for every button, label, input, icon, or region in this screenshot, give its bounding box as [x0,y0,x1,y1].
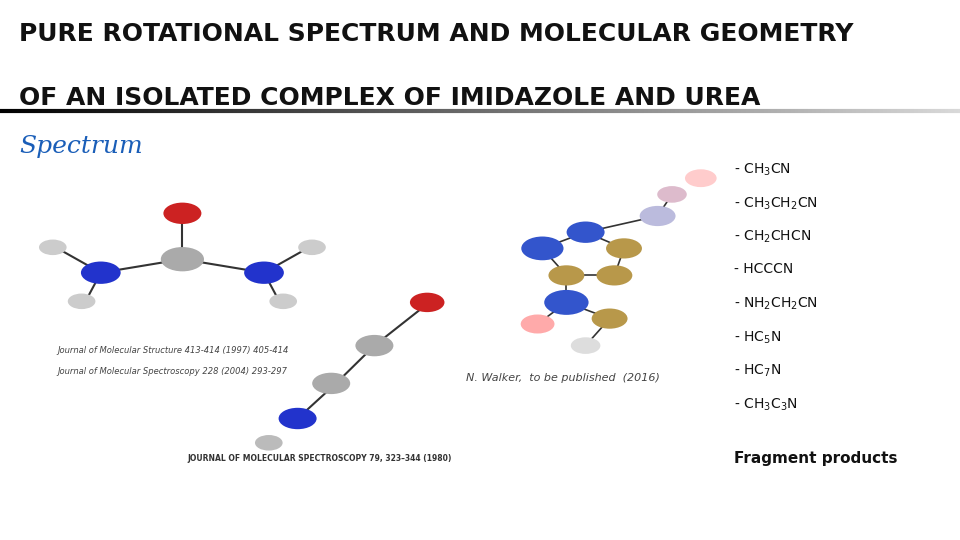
Text: JOURNAL OF MOLECULAR SPECTROSCOPY 79, 323–344 (1980): JOURNAL OF MOLECULAR SPECTROSCOPY 79, 32… [187,454,451,463]
Circle shape [163,202,202,224]
Circle shape [606,238,642,259]
Circle shape [161,247,204,271]
Circle shape [39,240,66,255]
Circle shape [270,294,297,309]
Text: Fragment products: Fragment products [734,451,898,467]
Text: - CH$_3$CH$_2$CN: - CH$_3$CH$_2$CN [734,195,818,212]
Circle shape [548,265,585,286]
Text: - CH$_3$C$_3$N: - CH$_3$C$_3$N [734,396,798,413]
Circle shape [566,221,605,243]
Text: - HC$_5$N: - HC$_5$N [734,329,781,346]
Text: - HCCCN: - HCCCN [734,262,794,276]
Circle shape [244,261,284,284]
Circle shape [255,435,282,450]
Text: - CH$_3$CN: - CH$_3$CN [734,162,791,178]
Text: OF AN ISOLATED COMPLEX OF IMIDAZOLE AND UREA: OF AN ISOLATED COMPLEX OF IMIDAZOLE AND … [19,86,760,110]
Text: Spectrum: Spectrum [19,135,143,158]
Text: - NH$_2$CH$_2$CN: - NH$_2$CH$_2$CN [734,296,818,312]
Text: - HC$_7$N: - HC$_7$N [734,363,781,379]
Circle shape [278,408,317,429]
Circle shape [410,293,444,312]
Circle shape [81,261,121,284]
Circle shape [312,373,350,394]
Circle shape [658,186,686,202]
Text: Journal of Molecular Spectroscopy 228 (2004) 293-297: Journal of Molecular Spectroscopy 228 (2… [58,367,288,376]
Circle shape [299,240,325,255]
Text: N. Walker,  to be published  (2016): N. Walker, to be published (2016) [466,373,660,383]
Circle shape [571,338,600,354]
Circle shape [544,290,588,315]
Circle shape [684,169,716,187]
Circle shape [520,314,555,334]
Circle shape [68,294,95,309]
Circle shape [355,335,394,356]
Circle shape [639,206,676,226]
Text: PURE ROTATIONAL SPECTRUM AND MOLECULAR GEOMETRY: PURE ROTATIONAL SPECTRUM AND MOLECULAR G… [19,22,853,45]
Circle shape [591,308,628,329]
Circle shape [596,265,633,286]
Text: Journal of Molecular Structure 413-414 (1997) 405-414: Journal of Molecular Structure 413-414 (… [58,346,289,355]
Circle shape [521,237,564,260]
Text: - CH$_2$CHCN: - CH$_2$CHCN [734,229,811,245]
